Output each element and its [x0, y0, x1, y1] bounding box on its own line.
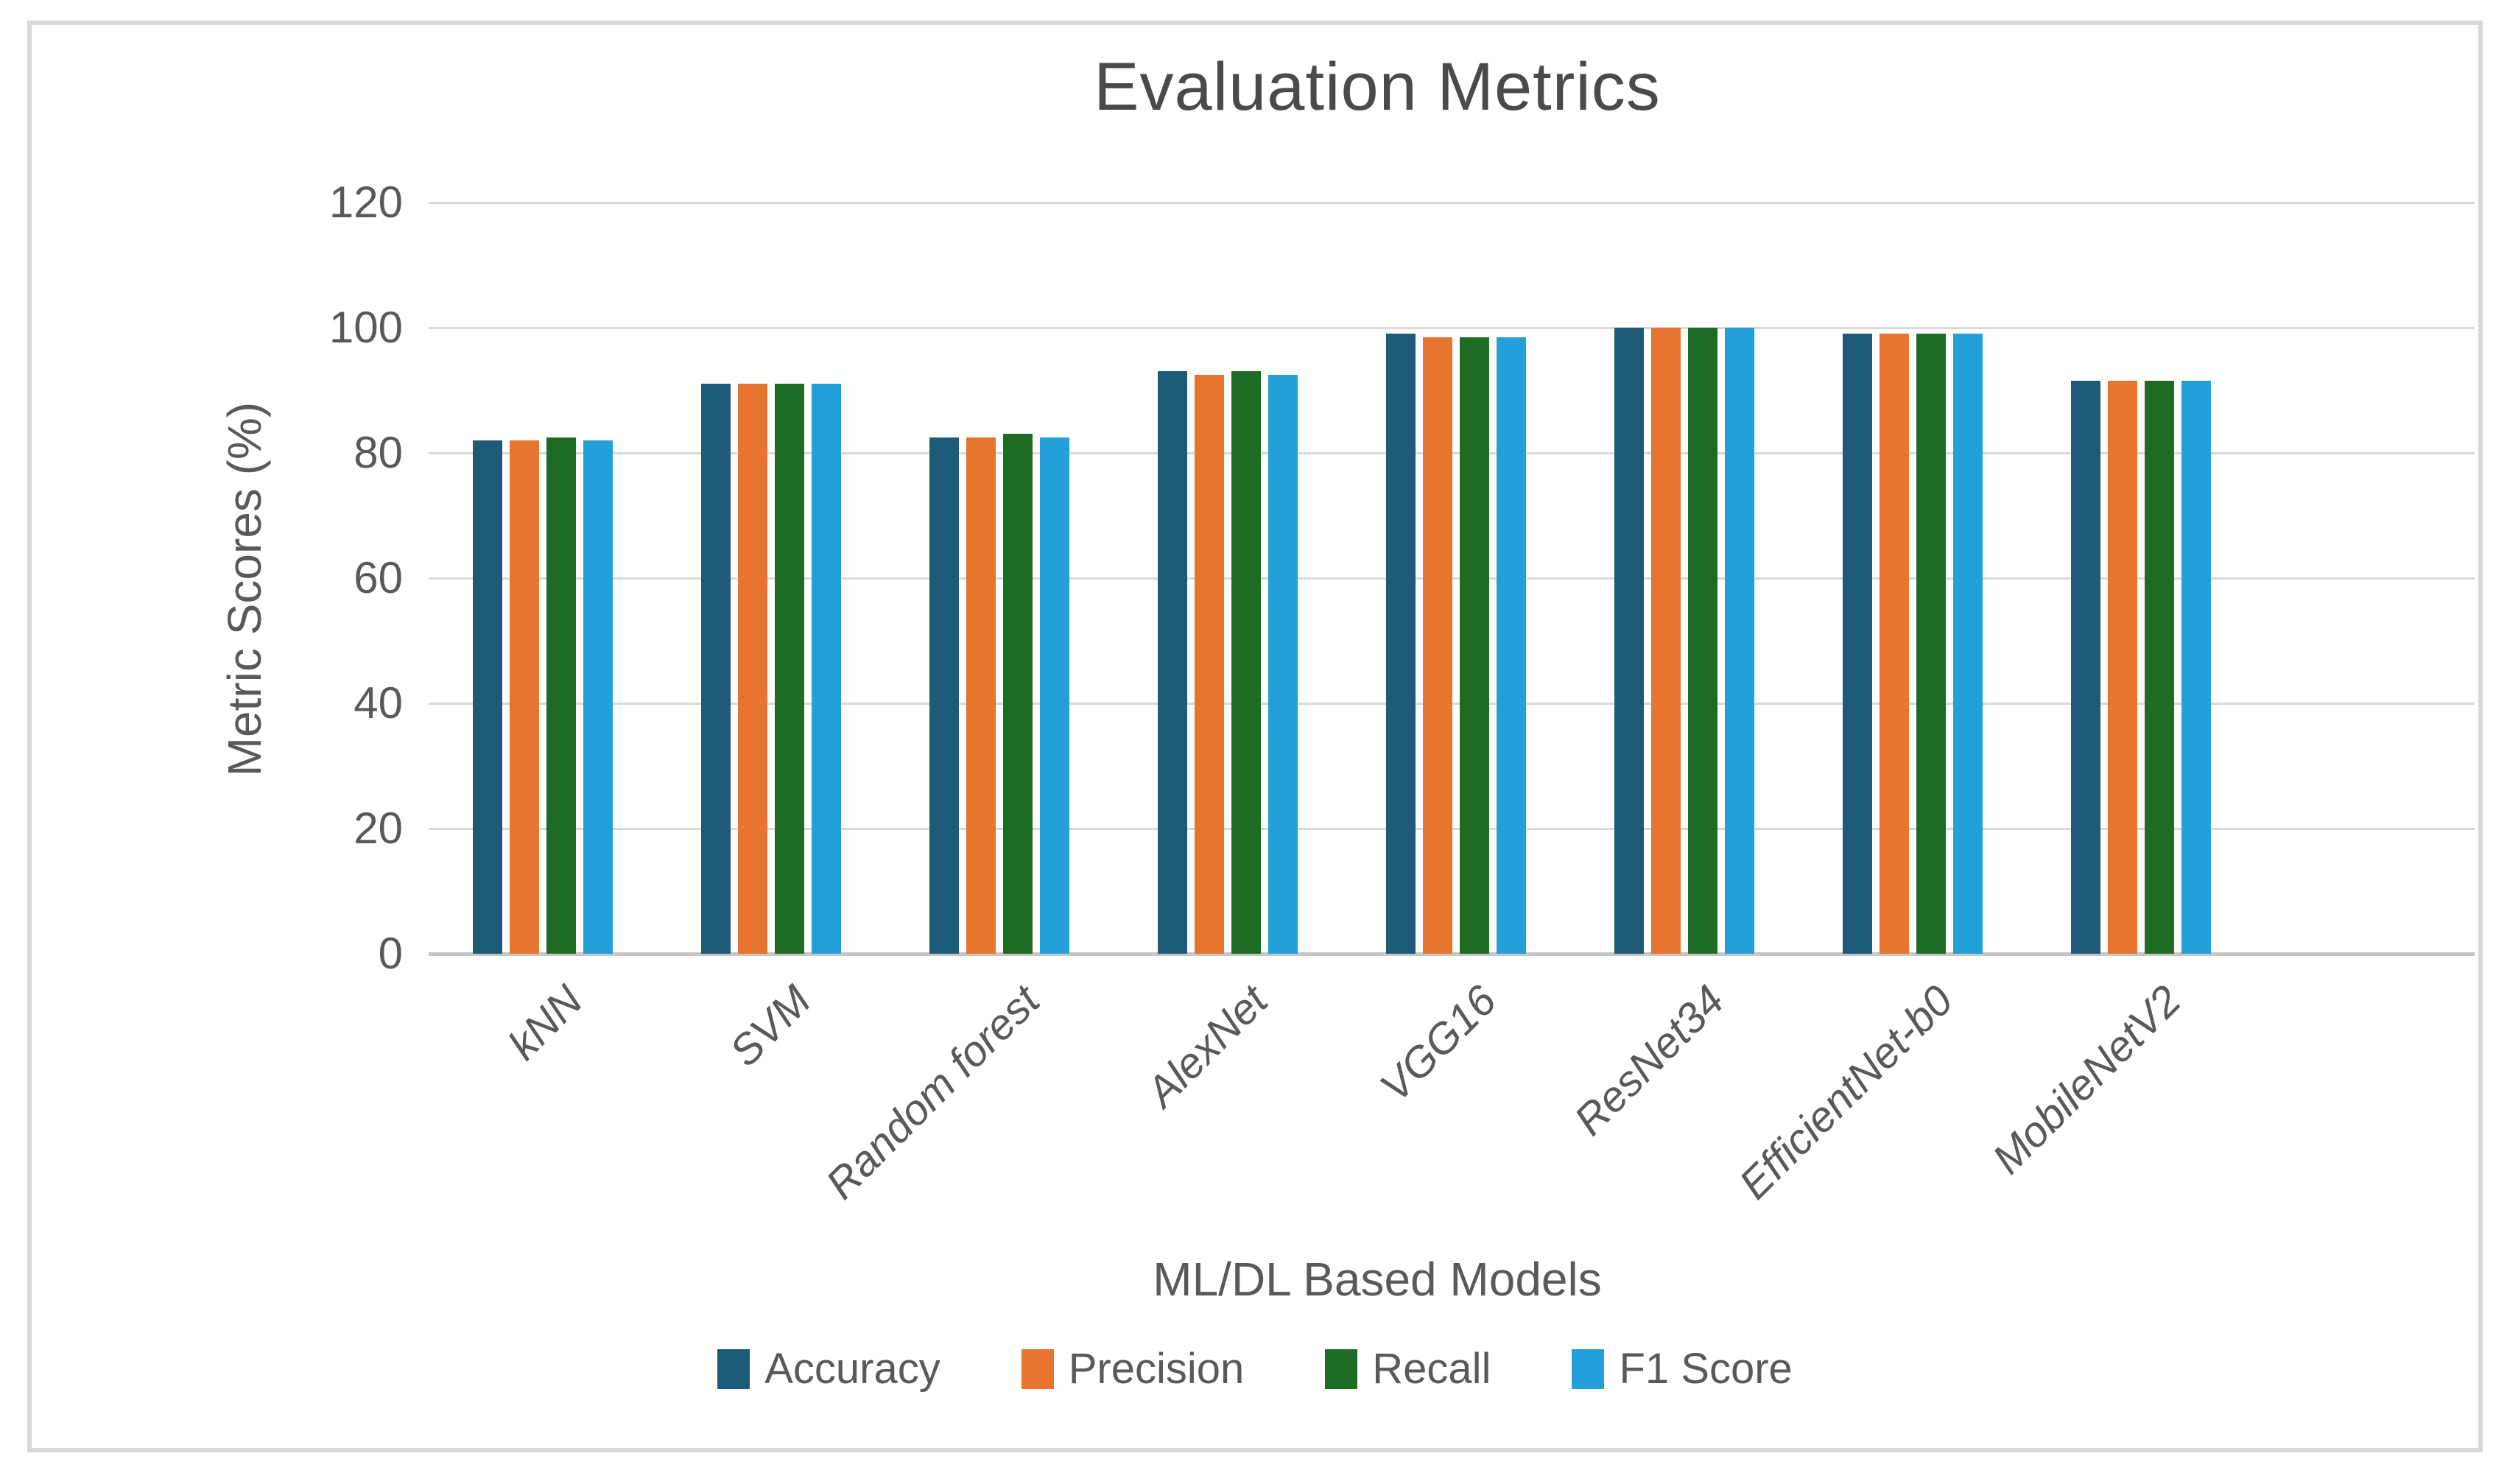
- bar-accuracy-EfficientNet-b0: [1843, 334, 1872, 954]
- bar-recall-ResNet34: [1688, 328, 1717, 954]
- bar-f1-score-AlexNet: [1268, 375, 1298, 954]
- y-tick-label-60: 60: [354, 553, 403, 602]
- bar-f1-score-MobileNetV2: [2181, 381, 2211, 954]
- bar-f1-score-SVM: [812, 384, 841, 954]
- chart-title: Evaluation Metrics: [1094, 49, 1661, 124]
- legend-label-f1-score: F1 Score: [1619, 1345, 1793, 1393]
- y-tick-label-40: 40: [354, 678, 403, 728]
- bar-recall-kNN: [546, 437, 576, 954]
- bar-group-MobileNetV2: [2071, 203, 2211, 954]
- bar-accuracy-AlexNet: [1158, 371, 1187, 954]
- bar-recall-Random forest: [1003, 434, 1033, 954]
- bar-group-ResNet34: [1614, 203, 1754, 954]
- bar-f1-score-ResNet34: [1725, 328, 1754, 954]
- bar-recall-MobileNetV2: [2145, 381, 2174, 954]
- bar-recall-VGG16: [1460, 337, 1489, 954]
- bar-f1-score-kNN: [583, 440, 613, 954]
- legend-item-recall: Recall: [1325, 1348, 1491, 1390]
- legend-label-accuracy: Accuracy: [764, 1345, 940, 1393]
- bar-precision-Random forest: [966, 437, 996, 954]
- legend-label-recall: Recall: [1372, 1345, 1491, 1393]
- y-tick-label-80: 80: [354, 428, 403, 477]
- y-tick-label-120: 120: [328, 177, 403, 227]
- x-axis-line: [429, 952, 2475, 956]
- bar-group-EfficientNet-b0: [1843, 203, 1983, 954]
- bar-recall-AlexNet: [1231, 371, 1261, 954]
- legend-swatch-accuracy: [717, 1349, 750, 1389]
- bar-recall-EfficientNet-b0: [1916, 334, 1946, 954]
- legend-label-precision: Precision: [1068, 1345, 1245, 1393]
- bar-recall-SVM: [775, 384, 804, 954]
- legend-swatch-recall: [1325, 1349, 1358, 1389]
- bar-accuracy-SVM: [701, 384, 731, 954]
- x-axis-title: ML/DL Based Models: [1153, 1253, 1602, 1306]
- legend-swatch-f1-score: [1572, 1349, 1605, 1389]
- bar-precision-kNN: [510, 440, 539, 954]
- y-tick-label-100: 100: [328, 303, 403, 352]
- legend-item-precision: Precision: [1021, 1345, 1245, 1393]
- bar-precision-SVM: [738, 384, 767, 954]
- bar-precision-EfficientNet-b0: [1880, 334, 1909, 954]
- bar-group-SVM: [701, 203, 841, 954]
- bar-precision-ResNet34: [1651, 328, 1681, 954]
- bar-group-kNN: [473, 203, 613, 954]
- bar-precision-AlexNet: [1195, 375, 1224, 954]
- bar-f1-score-VGG16: [1497, 337, 1526, 954]
- y-tick-label-0: 0: [378, 929, 403, 978]
- bar-group-VGG16: [1386, 203, 1526, 954]
- y-tick-label-20: 20: [354, 803, 403, 853]
- bar-accuracy-ResNet34: [1614, 328, 1644, 954]
- bar-f1-score-Random forest: [1040, 437, 1069, 954]
- bar-precision-VGG16: [1423, 337, 1452, 954]
- legend-swatch-precision: [1021, 1349, 1054, 1389]
- gridline-100: [429, 327, 2475, 329]
- bar-accuracy-Random forest: [929, 437, 959, 954]
- gridline-120: [429, 202, 2475, 204]
- bar-group-AlexNet: [1158, 203, 1298, 954]
- bar-accuracy-VGG16: [1386, 334, 1416, 954]
- bar-group-Random forest: [929, 203, 1069, 954]
- bar-accuracy-MobileNetV2: [2071, 381, 2100, 954]
- bar-f1-score-EfficientNet-b0: [1953, 334, 1983, 954]
- legend: Accuracy Precision Recall F1 Score: [27, 1348, 2483, 1390]
- bar-accuracy-kNN: [473, 440, 502, 954]
- legend-item-f1-score: F1 Score: [1572, 1345, 1793, 1393]
- legend-item-accuracy: Accuracy: [717, 1348, 940, 1390]
- bar-precision-MobileNetV2: [2108, 381, 2137, 954]
